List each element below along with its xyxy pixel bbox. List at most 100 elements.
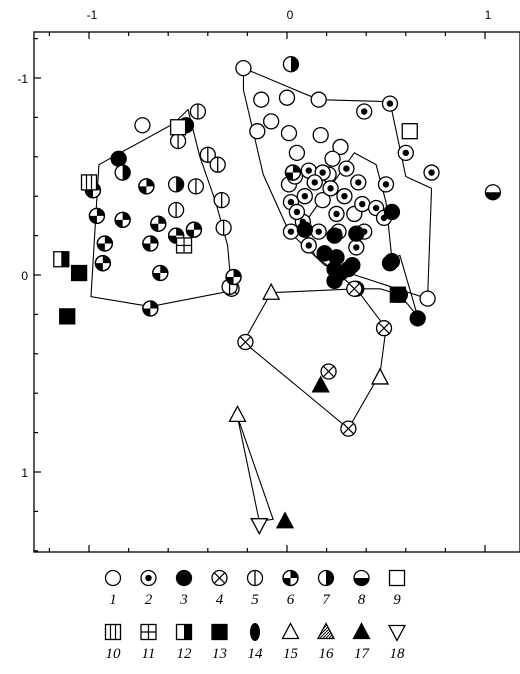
data-point-series-6	[142, 300, 159, 317]
legend-symbol-9	[388, 569, 406, 587]
data-point-series-4	[340, 420, 357, 437]
data-point-series-1	[314, 191, 331, 209]
axis-ticks	[34, 32, 486, 552]
data-point-series-5	[187, 178, 205, 195]
data-point-series-6	[152, 264, 169, 282]
y-tick-label: 1	[21, 466, 28, 480]
data-point-series-15	[370, 367, 390, 385]
data-point-series-2	[300, 237, 317, 254]
data-point-series-2	[306, 174, 323, 191]
legend-symbol-3	[175, 569, 193, 587]
data-point-series-6	[150, 215, 167, 232]
data-point-series-3	[316, 245, 333, 262]
data-point-series-6	[138, 178, 155, 195]
data-point-series-5	[169, 132, 187, 150]
data-point-series-5	[215, 219, 232, 236]
legend-symbol-11	[140, 623, 157, 641]
data-points	[53, 56, 502, 536]
data-point-series-3	[110, 150, 127, 167]
legend-symbol-12	[175, 623, 193, 641]
legend-label-5: 5	[251, 592, 259, 608]
data-point-series-5	[213, 191, 230, 209]
data-point-series-13	[59, 308, 76, 325]
legend-symbol-5	[246, 569, 264, 587]
data-point-series-5	[167, 201, 185, 219]
data-point-series-3	[383, 203, 401, 221]
legend-label-2: 2	[145, 592, 153, 608]
group-hull	[90, 108, 233, 308]
data-point-series-17	[311, 375, 330, 393]
data-point-series-6	[142, 235, 159, 252]
data-point-series-5	[199, 146, 216, 163]
plot-frame	[33, 31, 520, 553]
data-point-series-6	[96, 235, 113, 252]
data-point-series-6	[114, 211, 131, 228]
legend-label-3: 3	[179, 592, 188, 608]
data-point-series-10	[80, 174, 98, 191]
data-point-series-2	[288, 203, 306, 221]
data-point-series-1	[332, 138, 349, 156]
data-point-series-3	[296, 221, 313, 238]
legend-symbol-16	[316, 622, 336, 640]
legend-symbol-1	[104, 569, 122, 587]
group-hull	[236, 416, 274, 522]
legend-symbol-18	[387, 624, 407, 642]
data-point-series-7	[167, 176, 185, 193]
data-point-series-3	[409, 310, 426, 327]
data-point-series-2	[377, 176, 395, 193]
legend-label-10: 10	[106, 646, 122, 662]
data-point-series-3	[326, 227, 343, 244]
legend-label-13: 13	[212, 646, 227, 662]
data-point-series-1	[419, 290, 436, 307]
data-point-series-1	[134, 117, 151, 134]
data-point-series-17	[275, 511, 295, 529]
data-point-series-15	[228, 404, 247, 423]
data-point-series-1	[235, 60, 252, 77]
data-point-series-6	[284, 164, 302, 181]
data-point-series-8	[484, 184, 502, 201]
x-tick-label: 0	[287, 8, 294, 22]
data-point-series-2	[354, 195, 371, 213]
data-point-series-2	[310, 223, 327, 240]
data-point-series-4	[375, 320, 393, 337]
data-point-series-5	[209, 156, 226, 173]
legend-label-16: 16	[319, 646, 335, 662]
data-point-series-4	[320, 363, 337, 380]
data-point-series-2	[423, 164, 440, 181]
data-point-series-2	[350, 174, 367, 191]
legend-label-7: 7	[322, 592, 331, 608]
legend-symbol-7	[317, 569, 335, 587]
legend-symbol-17	[352, 622, 371, 640]
data-point-series-9	[401, 123, 418, 140]
data-point-series-2	[336, 188, 353, 205]
legend-label-18: 18	[390, 646, 406, 662]
data-point-series-2	[356, 103, 373, 120]
legend-symbol-10	[104, 623, 122, 641]
legend-symbol-15	[281, 622, 300, 640]
data-point-series-1	[253, 91, 270, 108]
data-point-series-7	[114, 164, 131, 181]
legend-label-14: 14	[248, 646, 264, 662]
data-point-series-15	[262, 282, 281, 300]
legend-label-8: 8	[358, 592, 366, 608]
x-tick-label: 1	[485, 8, 492, 22]
data-point-series-7	[282, 56, 300, 73]
data-point-series-5	[189, 103, 207, 120]
data-point-series-3	[326, 272, 343, 290]
data-point-series-11	[175, 237, 193, 254]
y-tick-label: -1	[17, 72, 28, 86]
data-point-series-4	[237, 333, 254, 351]
data-point-series-1	[310, 91, 327, 108]
data-point-series-4	[346, 280, 363, 297]
data-point-series-1	[280, 125, 298, 142]
legend-label-4: 4	[216, 592, 224, 608]
data-point-series-2	[296, 188, 313, 205]
data-point-series-1	[288, 144, 306, 162]
legend: 1 2 3 4 5 6 7 8 910 11 12 13 14 15 16 17 18	[104, 569, 407, 662]
data-point-series-6	[185, 221, 203, 238]
data-point-series-1	[278, 89, 296, 106]
x-tick-label: -1	[87, 8, 98, 22]
y-tick-label: 0	[21, 269, 28, 283]
data-point-series-18	[250, 518, 269, 536]
data-point-series-2	[322, 180, 339, 197]
